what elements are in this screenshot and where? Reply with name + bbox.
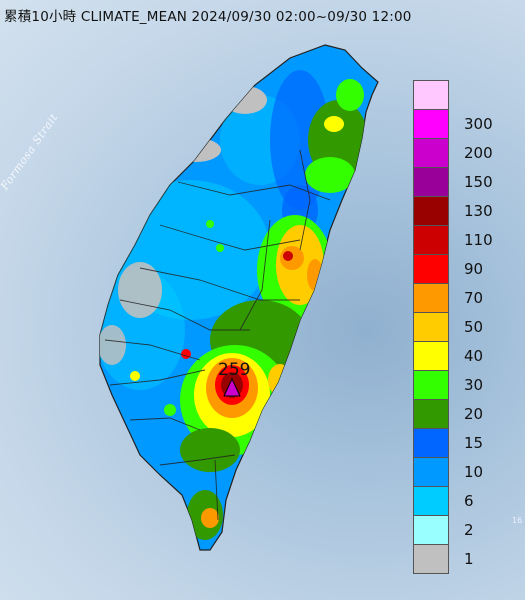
legend-label: 90: [464, 260, 484, 278]
legend-label: 40: [464, 347, 484, 365]
map-title: 累積10小時 CLIMATE_MEAN 2024/09/30 02:00~09/…: [4, 9, 412, 25]
legend-swatch: [413, 284, 449, 313]
legend-swatch: [413, 110, 449, 139]
legend-swatch: [413, 139, 449, 168]
legend-swatch: [413, 429, 449, 458]
legend-label: 15: [464, 434, 484, 452]
legend-swatch: [413, 545, 449, 574]
legend-swatch: [413, 80, 449, 110]
legend-swatch: [413, 516, 449, 545]
legend-label: 110: [464, 231, 493, 249]
legend-label: 130: [464, 202, 493, 220]
max-rain-marker: [223, 377, 241, 397]
legend-label: 70: [464, 289, 484, 307]
legend-swatch: [413, 400, 449, 429]
legend-swatch: [413, 487, 449, 516]
legend-swatch: [413, 197, 449, 226]
county-boundaries: [104, 149, 331, 521]
legend-label: 10: [464, 463, 484, 481]
legend-label: 2: [464, 521, 474, 539]
legend-label: 300: [464, 115, 493, 133]
legend-label: 50: [464, 318, 484, 336]
legend-label: 1: [464, 550, 474, 568]
legend-label: 6: [464, 492, 474, 510]
legend-swatch: [413, 255, 449, 284]
corner-text: 16: [512, 516, 523, 525]
legend-label: 30: [464, 376, 484, 394]
legend-swatch: [413, 371, 449, 400]
legend-swatch: [413, 342, 449, 371]
max-rain-label: 259: [218, 360, 251, 380]
legend-swatch: [413, 168, 449, 197]
legend-label: 20: [464, 405, 484, 423]
legend-swatch: [413, 458, 449, 487]
legend-swatch: [413, 313, 449, 342]
legend-label: 200: [464, 144, 493, 162]
legend-swatch: [413, 226, 449, 255]
legend: 300 200 150 130 110 90 70 50 40 30 20 15 10 6 2 1: [413, 80, 493, 574]
legend-label: 150: [464, 173, 493, 191]
